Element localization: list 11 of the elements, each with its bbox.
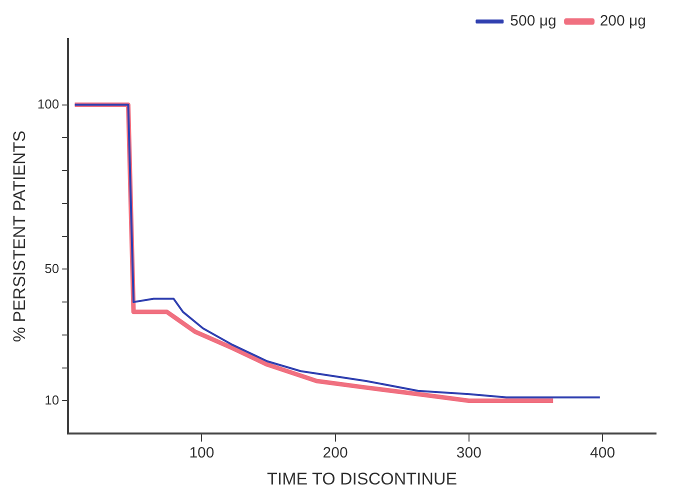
y-tick-label: 50 — [44, 260, 60, 276]
y-tick-label: 100 — [37, 96, 60, 112]
legend-label: 200 μg — [600, 12, 646, 30]
x-axis-title: TIME TO DISCONTINUE — [266, 469, 458, 488]
x-tick-label: 200 — [322, 444, 348, 462]
x-tick-label: 100 — [189, 444, 214, 462]
y-axis-title: % PERSISTENT PATIENTS — [10, 130, 29, 342]
y-tick-label: 10 — [44, 392, 60, 408]
legend-label: 500 μg — [510, 12, 556, 30]
x-tick-label: 300 — [456, 444, 482, 462]
x-tick-label: 400 — [590, 444, 616, 462]
